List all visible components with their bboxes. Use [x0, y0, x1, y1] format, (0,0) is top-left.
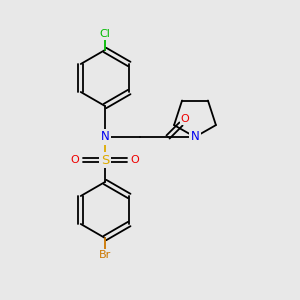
Text: N: N — [100, 130, 109, 143]
Text: Cl: Cl — [100, 29, 110, 39]
Text: N: N — [190, 130, 200, 143]
Text: Br: Br — [99, 250, 111, 260]
Text: O: O — [181, 114, 189, 124]
Text: O: O — [70, 155, 80, 165]
Text: O: O — [130, 155, 140, 165]
Text: S: S — [101, 154, 109, 166]
